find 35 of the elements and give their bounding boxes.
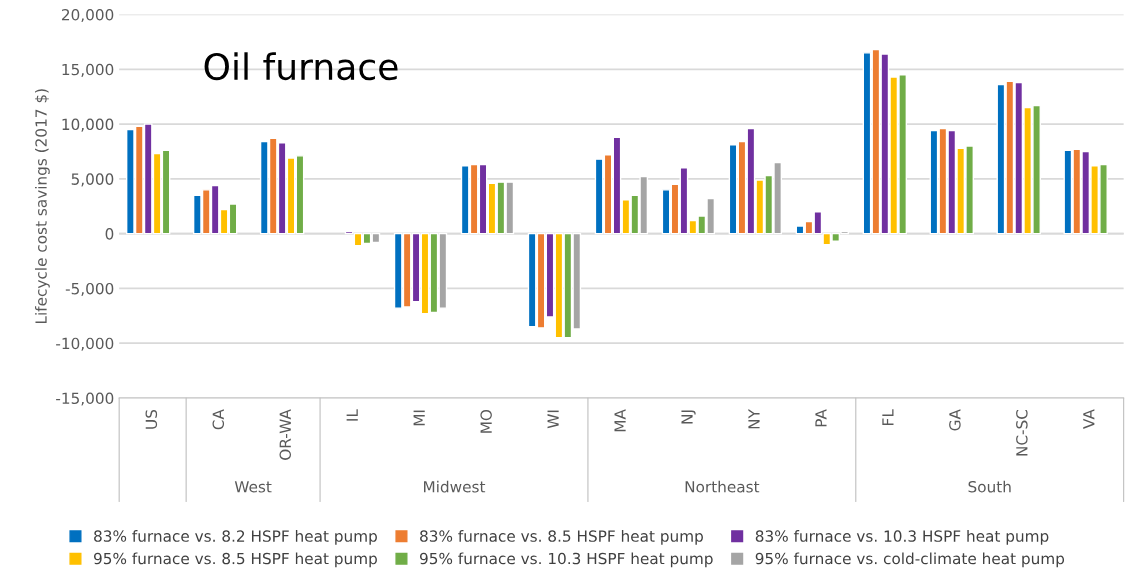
y-axis-title: Lifecycle cost savings (2017 $) [35,89,50,324]
x-tick-label: PA [815,409,827,427]
text: South [968,480,1011,493]
x-tick-label: NJ [681,410,696,424]
x-tick-label: MO [480,409,492,433]
legend-label: 83% furnace vs. 8.2 HSPF heat pump [94,530,377,545]
x-tick-label: WI [547,410,559,429]
x-tick-label: CA [212,409,225,430]
legend-label: 95% furnace vs. 10.3 HSPF heat pump [419,552,713,568]
x-tick-label: US [145,409,158,429]
text: Midwest [424,480,486,493]
text: Northeast [685,480,760,493]
x-tick-label: GA [949,409,961,431]
x-tick-label: IL [346,409,358,421]
y-tick-label: 0 [105,228,114,240]
y-tick-label: 15,000 [62,63,114,77]
legend-label: 83% furnace vs. 10.3 HSPF heat pump [755,530,1049,545]
text: Oil furnace [204,52,398,81]
y-tick-label: -15,000 [56,392,114,406]
y-tick-label: 5,000 [71,173,114,187]
legend-label: 83% furnace vs. 8.5 HSPF heat pump [420,530,703,545]
x-tick-label: NC-SC [1016,409,1028,456]
x-tick-label: FL [882,409,894,425]
x-tick-label: MI [413,410,425,426]
x-tick-label: NY [748,409,760,429]
legend-label: 95% furnace vs. 8.5 HSPF heat pump [94,552,377,568]
y-tick-label: 10,000 [62,118,114,132]
x-tick-label: OR-WA [279,409,292,460]
y-tick-label: -5,000 [65,282,114,297]
y-tick-label: 20,000 [61,8,114,23]
text: West [234,481,272,493]
legend-label: 95% furnace vs. cold-climate heat pump [755,552,1065,568]
y-tick-label: -10,000 [56,337,114,351]
x-tick-label: MA [614,409,626,432]
x-tick-label: VA [1083,409,1095,429]
